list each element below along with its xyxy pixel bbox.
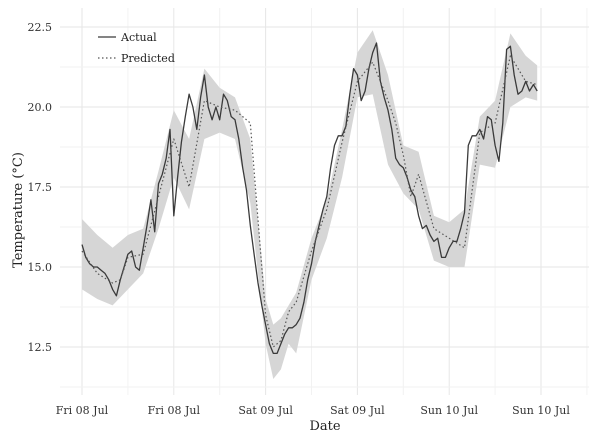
legend-actual-label: Actual — [120, 31, 157, 44]
x-tick-label: Sun 10 Jul — [420, 404, 478, 417]
y-tick-label: 12.5 — [28, 341, 53, 354]
x-tick-label: Sat 09 Jul — [330, 404, 385, 417]
series-lines — [81, 42, 538, 355]
y-tick-label: 20.0 — [28, 101, 53, 114]
legend-predicted-label: Predicted — [121, 52, 175, 65]
y-tick-label: 17.5 — [28, 181, 53, 194]
grid-lines — [60, 8, 589, 395]
prediction-interval-band — [82, 30, 538, 379]
x-axis-title: Date — [309, 419, 340, 432]
x-tick-label: Fri 08 Jul — [56, 404, 109, 417]
y-tick-label: 22.5 — [28, 21, 53, 34]
legend: Actual Predicted — [98, 31, 175, 65]
x-tick-label: Sun 10 Jul — [512, 404, 570, 417]
y-axis-title: Temperature (°C) — [11, 152, 26, 268]
prediction-interval-area — [82, 30, 538, 379]
actual-series-line — [81, 42, 538, 355]
x-tick-label: Fri 08 Jul — [148, 404, 201, 417]
y-tick-label: 15.0 — [28, 261, 53, 274]
x-tick-label: Sat 09 Jul — [238, 404, 293, 417]
axis-labels: 12.5 15.0 17.5 20.0 22.5 Fri 08 Jul Fri 08 Jul… — [28, 21, 571, 417]
